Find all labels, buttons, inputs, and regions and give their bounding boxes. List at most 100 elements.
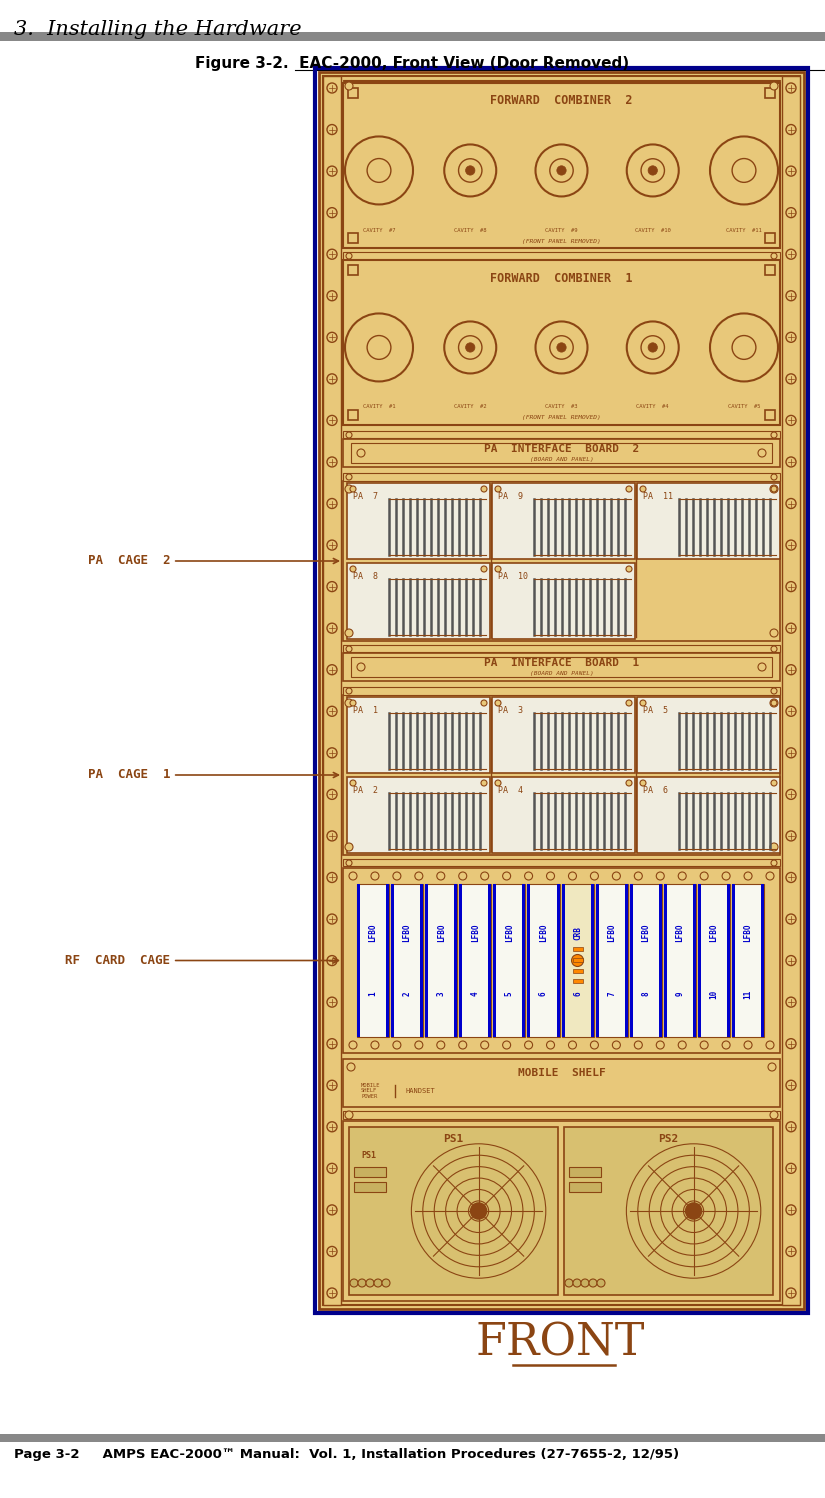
Circle shape <box>770 1112 778 1119</box>
Circle shape <box>700 872 708 879</box>
Bar <box>455 884 457 1037</box>
Circle shape <box>686 1203 701 1219</box>
Text: 1: 1 <box>369 992 378 996</box>
Circle shape <box>350 485 356 491</box>
Text: CAVITY  #5: CAVITY #5 <box>728 404 761 409</box>
Text: PS1: PS1 <box>443 1134 464 1144</box>
Circle shape <box>459 336 482 360</box>
Bar <box>425 884 428 1037</box>
Bar <box>591 884 593 1037</box>
Text: Page 3-2     AMPS EAC-2000™ Manual:  Vol. 1, Installation Procedures (27-7655-2,: Page 3-2 AMPS EAC-2000™ Manual: Vol. 1, … <box>14 1449 679 1461</box>
Circle shape <box>327 1122 337 1132</box>
Circle shape <box>786 249 796 259</box>
Bar <box>625 884 628 1037</box>
Bar <box>348 234 358 243</box>
Text: LFBO: LFBO <box>607 924 616 942</box>
Text: PA  8: PA 8 <box>353 572 378 581</box>
Circle shape <box>350 1279 358 1287</box>
Bar <box>343 431 780 437</box>
Circle shape <box>459 159 482 183</box>
Circle shape <box>495 485 501 491</box>
Circle shape <box>327 1288 337 1297</box>
Circle shape <box>349 872 357 879</box>
Bar <box>347 563 490 640</box>
Text: LFBO: LFBO <box>641 924 650 942</box>
Text: FORWARD  COMBINER  1: FORWARD COMBINER 1 <box>490 271 633 285</box>
Bar <box>348 88 358 97</box>
Bar <box>348 265 358 276</box>
Bar <box>354 1182 386 1192</box>
Circle shape <box>327 541 337 550</box>
Circle shape <box>771 485 777 491</box>
Bar <box>343 481 780 641</box>
Circle shape <box>459 1041 467 1049</box>
Bar <box>0 1434 825 1443</box>
Circle shape <box>327 291 337 301</box>
Circle shape <box>549 336 573 360</box>
Bar <box>349 1126 558 1294</box>
Circle shape <box>366 1279 374 1287</box>
Bar <box>347 777 490 852</box>
Text: CAVITY  #8: CAVITY #8 <box>454 228 487 232</box>
Circle shape <box>648 343 658 352</box>
Bar <box>573 969 582 972</box>
Circle shape <box>591 1041 598 1049</box>
Circle shape <box>481 872 488 879</box>
Bar <box>573 980 582 984</box>
Circle shape <box>481 485 487 491</box>
Circle shape <box>771 780 777 786</box>
Bar <box>348 410 358 419</box>
Circle shape <box>627 144 679 196</box>
Circle shape <box>350 780 356 786</box>
Circle shape <box>634 872 643 879</box>
Circle shape <box>393 872 401 879</box>
Circle shape <box>327 124 337 135</box>
Circle shape <box>346 860 352 866</box>
Circle shape <box>786 415 796 425</box>
Circle shape <box>327 956 337 966</box>
Circle shape <box>357 664 365 671</box>
Text: (BOARD AND PANEL): (BOARD AND PANEL) <box>530 671 593 676</box>
Bar <box>460 884 492 1037</box>
Text: LFBO: LFBO <box>710 924 719 942</box>
Circle shape <box>327 1038 337 1049</box>
Circle shape <box>786 499 796 508</box>
Text: PA  INTERFACE  BOARD  2: PA INTERFACE BOARD 2 <box>484 443 639 454</box>
Circle shape <box>766 1041 774 1049</box>
Text: LFBO: LFBO <box>676 924 684 942</box>
Circle shape <box>678 1041 686 1049</box>
Text: PA  6: PA 6 <box>643 786 668 795</box>
Bar <box>765 234 775 243</box>
Circle shape <box>626 566 632 572</box>
Bar <box>357 884 360 1037</box>
Text: MOBILE  SHELF: MOBILE SHELF <box>517 1068 606 1079</box>
Text: PA  7: PA 7 <box>353 491 378 500</box>
Bar <box>596 884 599 1037</box>
Circle shape <box>327 998 337 1007</box>
Text: PS1: PS1 <box>361 1150 376 1159</box>
Circle shape <box>786 1122 796 1132</box>
Text: PA  9: PA 9 <box>498 491 523 500</box>
Circle shape <box>786 748 796 758</box>
Circle shape <box>656 872 664 879</box>
Text: 7: 7 <box>607 992 616 996</box>
Circle shape <box>786 1038 796 1049</box>
Bar <box>664 884 667 1037</box>
Circle shape <box>771 646 777 652</box>
Circle shape <box>732 336 756 360</box>
Circle shape <box>371 872 379 879</box>
Text: PS2: PS2 <box>658 1134 679 1144</box>
Circle shape <box>786 1164 796 1173</box>
Circle shape <box>327 457 337 467</box>
Bar <box>493 884 526 1037</box>
Text: 9: 9 <box>676 992 684 996</box>
Text: CRB: CRB <box>573 926 582 939</box>
Text: CAVITY  #1: CAVITY #1 <box>363 404 395 409</box>
Bar <box>460 884 462 1037</box>
Circle shape <box>549 159 573 183</box>
Circle shape <box>770 485 778 493</box>
Text: LFBO: LFBO <box>471 924 480 942</box>
Bar <box>343 473 780 481</box>
Text: (FRONT PANEL REMOVED): (FRONT PANEL REMOVED) <box>522 238 601 244</box>
Circle shape <box>546 872 554 879</box>
